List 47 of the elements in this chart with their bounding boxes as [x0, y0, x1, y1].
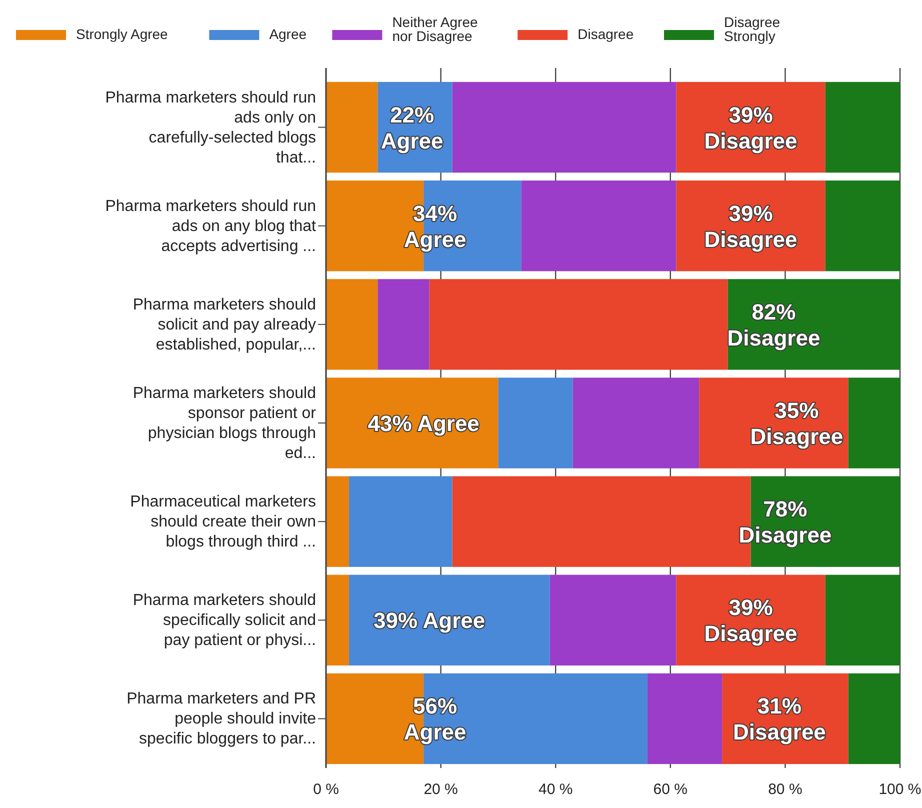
y-tick-label: Pharma marketers should specifically solicit and pay patient or physi...	[132, 592, 316, 650]
annotation: 39% Disagree	[704, 200, 798, 252]
y-tick-label: Pharma marketers should sponsor patient or physician blogs through ed...	[132, 385, 317, 462]
annotation: 43% Agree	[368, 411, 480, 436]
legend-label: Strongly Agree	[76, 26, 168, 42]
annotation: 82% Disagree	[727, 299, 820, 350]
y-tick-label: Pharma marketers should solicit and pay already established, popular,...	[132, 296, 316, 354]
bar	[348, 476, 452, 567]
bar	[825, 180, 900, 272]
x-tick-label: 20 %	[424, 781, 458, 798]
legend-label: Neither Agree nor Disagree	[392, 14, 478, 44]
bar	[326, 279, 378, 370]
bar	[825, 82, 900, 173]
bar	[647, 673, 722, 764]
bar	[429, 279, 728, 370]
bar	[348, 574, 550, 666]
y-tick-label: Pharma marketers and PR people should invite specific bloggers to par...	[126, 690, 316, 748]
annotation: 22% Agree	[380, 102, 444, 154]
x-tick-label: 60 %	[653, 781, 688, 798]
x-tick-label: 0 %	[313, 781, 339, 798]
annotation: 39% Disagree	[704, 102, 798, 154]
bar	[825, 574, 900, 666]
annotation: 31% Disagree	[732, 694, 826, 745]
bar	[378, 279, 430, 370]
annotation: 39% Disagree	[704, 595, 798, 646]
bar	[550, 574, 676, 666]
bar	[848, 378, 900, 468]
bar	[452, 82, 676, 173]
bar	[521, 180, 676, 272]
legend-label: Disagree Strongly	[724, 14, 780, 44]
bar	[326, 476, 349, 567]
bar	[848, 673, 900, 764]
bar	[326, 82, 378, 173]
legend-label: Agree	[269, 26, 307, 42]
annotation: 39% Agree	[373, 608, 486, 634]
x-tick-label: 40 %	[538, 781, 573, 798]
bar	[326, 574, 349, 666]
y-tick-label: Pharma marketers should run ads on any blog that accepts advertising ...	[105, 198, 317, 255]
x-tick-label: 100 %	[878, 781, 922, 798]
y-tick-label: Pharma marketers should run ads only on carefully-selected blogs that...	[105, 89, 316, 166]
legend-label: Disagree	[578, 26, 634, 42]
x-tick-label: 80 %	[768, 781, 802, 798]
y-tick-label: Pharmaceutical marketers should create their own blogs through third ...	[130, 494, 316, 551]
bar	[326, 378, 498, 468]
annotation: 35% Disagree	[750, 398, 844, 449]
bar	[572, 378, 700, 468]
bar	[498, 378, 573, 468]
